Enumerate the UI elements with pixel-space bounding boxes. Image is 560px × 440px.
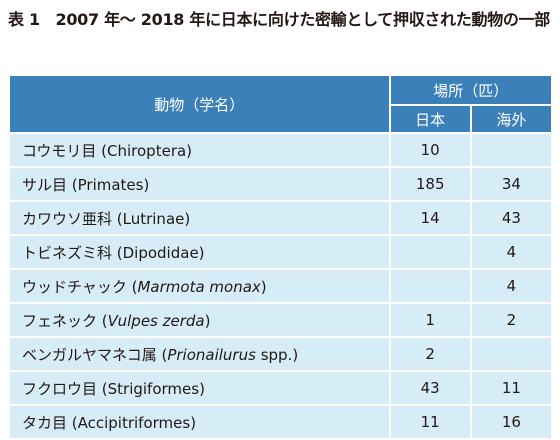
count-cell: 43 (469, 200, 554, 236)
table: 動物（学名） 場所（匹） 日本 海外 コウモリ目 (Chiroptera) 10 サ… (8, 74, 554, 440)
name-segment: Marmota monax (137, 277, 261, 296)
animal-cell: ウッドチャック (Marmota monax) (8, 268, 391, 304)
name-segment: Vulpes zerda (107, 311, 205, 330)
table-row: タカ目 (Accipitriformes) 11 16 (8, 404, 554, 440)
table-row: ウッドチャック (Marmota monax) 4 (8, 268, 554, 304)
name-segment: フェネック ( (22, 311, 108, 330)
table-row: コウモリ目 (Chiroptera) 10 (8, 132, 554, 168)
count-cell: 11 (388, 404, 472, 440)
count-cell: 4 (469, 268, 554, 304)
count-cell: 2 (388, 336, 472, 372)
count-cell: 34 (469, 166, 554, 202)
name-segment: ウッドチャック ( (22, 277, 138, 296)
table-body: コウモリ目 (Chiroptera) 10 サル目 (Primates) 185 34 カ… (8, 132, 554, 440)
name-segment: ) (260, 277, 267, 296)
header-cell: 場所（匹） (388, 74, 554, 106)
table-header: 動物（学名） 場所（匹） 日本 海外 (8, 74, 554, 134)
count-cell (469, 336, 554, 372)
table-row: ベンガルヤマネコ属 (Prionailurus spp.) 2 (8, 336, 554, 372)
name-segment: タカ目 (Accipitriformes) (22, 413, 197, 432)
count-cell: 14 (388, 200, 472, 236)
animal-cell: タカ目 (Accipitriformes) (8, 404, 391, 440)
header-cell: 動物（学名） (8, 74, 391, 134)
name-segment: カワウソ亜科 (Lutrinae) (22, 209, 191, 228)
count-cell: 185 (388, 166, 472, 202)
animal-cell: カワウソ亜科 (Lutrinae) (8, 200, 391, 236)
table-row: トビネズミ科 (Dipodidae) 4 (8, 234, 554, 270)
name-segment: トビネズミ科 (Dipodidae) (22, 243, 205, 262)
animal-cell: サル目 (Primates) (8, 166, 391, 202)
header-row: 動物（学名） 場所（匹） (8, 74, 554, 134)
header-cell: 海外 (469, 104, 554, 134)
animal-cell: コウモリ目 (Chiroptera) (8, 132, 391, 168)
animal-cell: ベンガルヤマネコ属 (Prionailurus spp.) (8, 336, 391, 372)
animal-cell: トビネズミ科 (Dipodidae) (8, 234, 391, 270)
table-row: カワウソ亜科 (Lutrinae) 14 43 (8, 200, 554, 236)
count-cell: 16 (469, 404, 554, 440)
header-cell: 日本 (388, 104, 472, 134)
count-cell: 4 (469, 234, 554, 270)
count-cell: 10 (388, 132, 472, 168)
name-segment: ) (204, 311, 211, 330)
name-segment: Prionailurus (167, 345, 256, 364)
animal-cell: フェネック (Vulpes zerda) (8, 302, 391, 338)
count-cell: 2 (469, 302, 554, 338)
count-cell (469, 132, 554, 168)
name-segment: サル目 (Primates) (22, 175, 150, 194)
table-row: サル目 (Primates) 185 34 (8, 166, 554, 202)
animal-cell: フクロウ目 (Strigiformes) (8, 370, 391, 406)
count-cell: 11 (469, 370, 554, 406)
count-cell (388, 234, 472, 270)
table-title: 表 1 2007 年～ 2018 年に日本に向けた密輸として押収された動物の一部 (8, 10, 550, 29)
name-segment: フクロウ目 (Strigiformes) (22, 379, 205, 398)
name-segment: ベンガルヤマネコ属 ( (22, 345, 168, 364)
count-cell (388, 268, 472, 304)
table-row: フクロウ目 (Strigiformes) 43 11 (8, 370, 554, 406)
table-row: フェネック (Vulpes zerda) 1 2 (8, 302, 554, 338)
header-row: 日本 海外 (9, 104, 554, 134)
count-cell: 1 (388, 302, 472, 338)
count-cell: 43 (388, 370, 472, 406)
name-segment: spp.) (255, 345, 299, 364)
name-segment: コウモリ目 (Chiroptera) (22, 141, 193, 160)
